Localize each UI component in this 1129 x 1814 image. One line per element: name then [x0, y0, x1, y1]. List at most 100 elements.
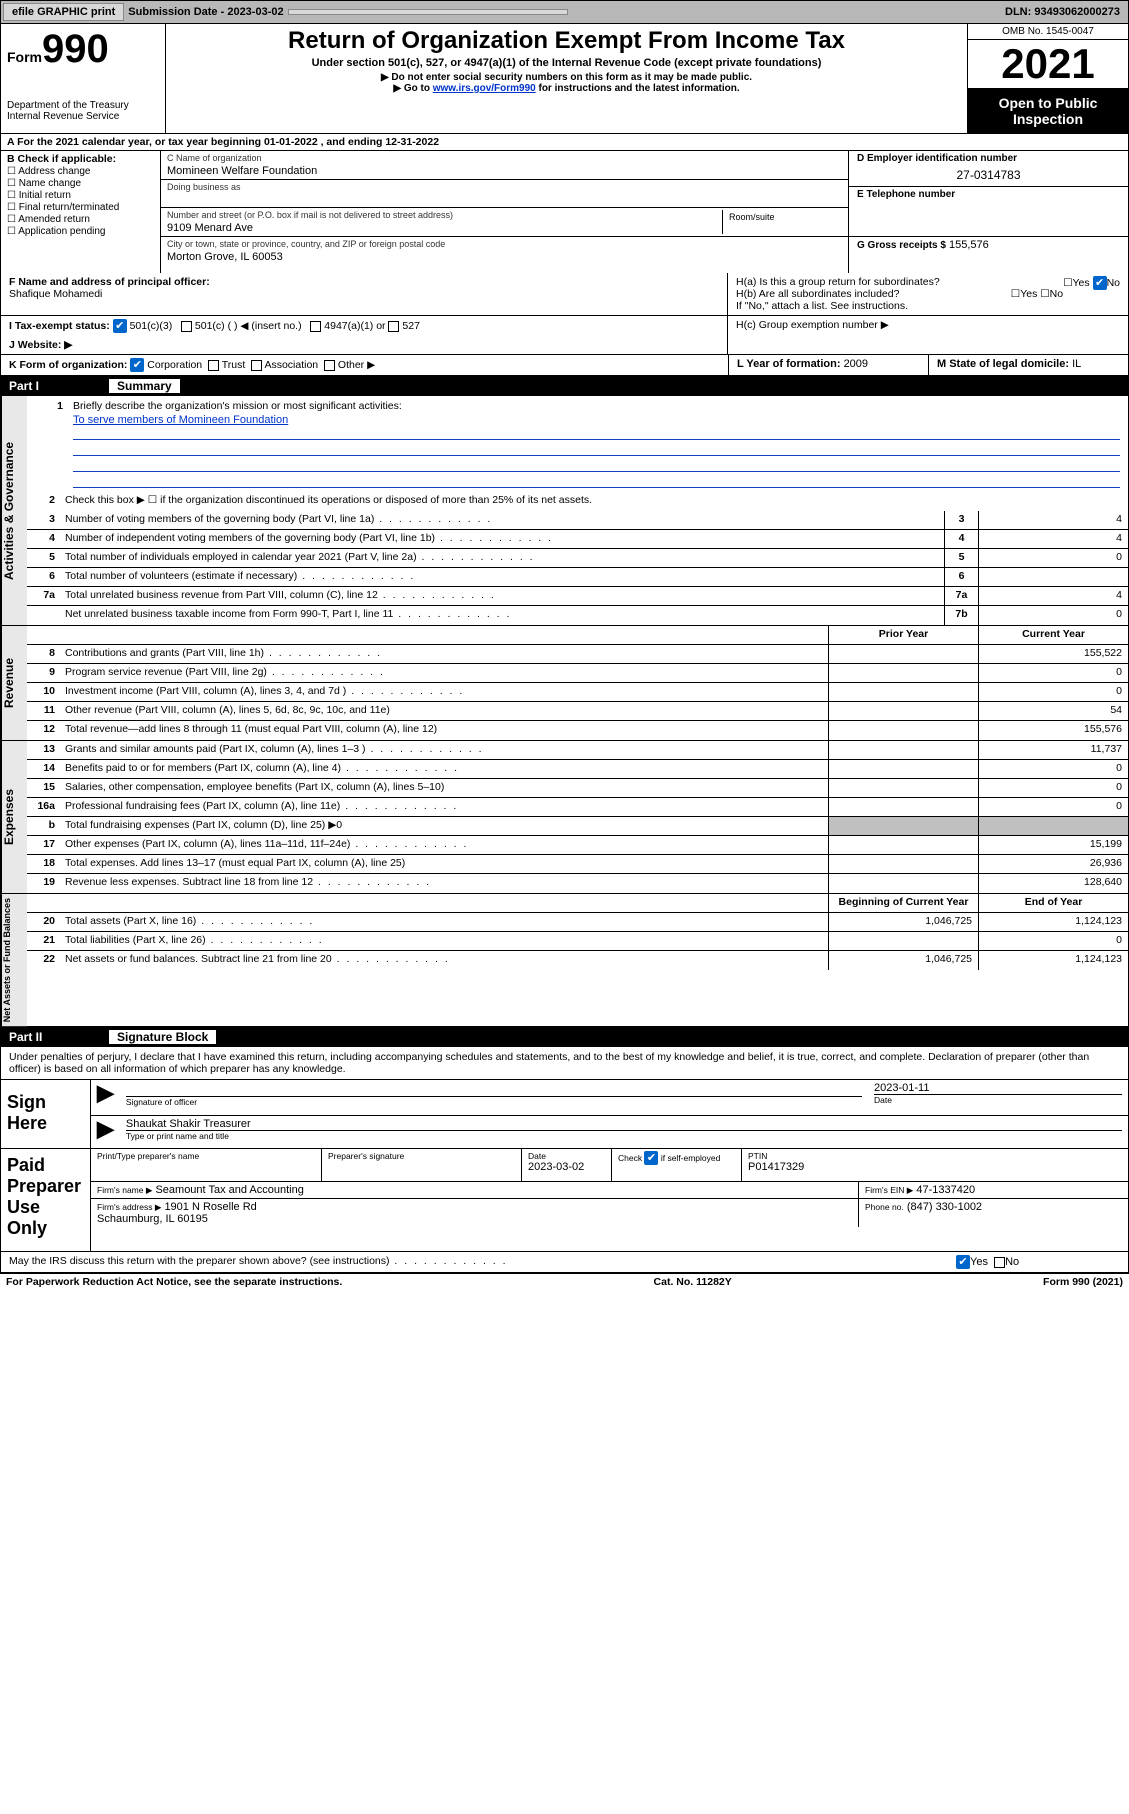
d-label: D Employer identification number	[857, 153, 1120, 164]
r11: Other revenue (Part VIII, column (A), li…	[61, 702, 828, 720]
submission-label: Submission Date - 2023-03-02	[128, 6, 283, 18]
i-label: I Tax-exempt status:	[9, 320, 110, 332]
ptin-lbl: PTIN	[748, 1151, 1122, 1161]
r17: Other expenses (Part IX, column (A), lin…	[61, 836, 828, 854]
footer-mid: Cat. No. 11282Y	[654, 1276, 732, 1288]
r10c: 0	[978, 683, 1128, 701]
g-label: G Gross receipts $	[857, 240, 946, 251]
entity-block: B Check if applicable: ☐ Address change …	[0, 151, 1129, 273]
efile-print-button[interactable]: efile GRAPHIC print	[3, 3, 124, 21]
city-label: City or town, state or province, country…	[167, 239, 640, 249]
omb-number: OMB No. 1545-0047	[968, 24, 1128, 40]
ha: H(a) Is this a group return for subordin…	[736, 276, 1120, 288]
discuss: May the IRS discuss this return with the…	[1, 1252, 948, 1272]
officer-name: Shaukat Shakir Treasurer	[126, 1118, 1122, 1130]
firm-name: Seamount Tax and Accounting	[155, 1184, 303, 1196]
r19: Revenue less expenses. Subtract line 18 …	[61, 874, 828, 893]
vtab-activities: Activities & Governance	[1, 396, 27, 625]
r20e: 1,124,123	[978, 913, 1128, 931]
q7b: Net unrelated business taxable income fr…	[61, 606, 944, 625]
r16ac: 0	[978, 798, 1128, 816]
b-label: B Check if applicable:	[7, 153, 116, 165]
chk-527[interactable]	[388, 321, 399, 332]
arrow-icon: ▶	[91, 1116, 120, 1148]
part-2-header: Part II Signature Block	[0, 1027, 1129, 1047]
chk-initial[interactable]: ☐ Initial return	[7, 190, 154, 201]
addr-label: Number and street (or P.O. box if mail i…	[167, 210, 556, 220]
chk-4947[interactable]	[310, 321, 321, 332]
r13: Grants and similar amounts paid (Part IX…	[61, 741, 828, 759]
r22e: 1,124,123	[978, 951, 1128, 970]
q3v: 4	[978, 511, 1128, 529]
r21: Total liabilities (Part X, line 26)	[61, 932, 828, 950]
k-label: K Form of organization:	[9, 359, 127, 371]
r12: Total revenue—add lines 8 through 11 (mu…	[61, 721, 828, 740]
toolbar: efile GRAPHIC print Submission Date - 20…	[0, 0, 1129, 24]
chk-corp[interactable]: ✔	[130, 358, 144, 372]
q1-label: Briefly describe the organization's miss…	[69, 398, 1120, 414]
r12c: 155,576	[978, 721, 1128, 740]
r21b	[828, 932, 978, 950]
footer-left: For Paperwork Reduction Act Notice, see …	[6, 1276, 342, 1288]
r15c: 0	[978, 779, 1128, 797]
q4v: 4	[978, 530, 1128, 548]
dropdown-blank[interactable]	[288, 9, 568, 15]
hb: H(b) Are all subordinates included? ☐Yes…	[736, 288, 1120, 300]
sig-officer-lbl: Signature of officer	[126, 1096, 862, 1107]
q5v: 0	[978, 549, 1128, 567]
f-label: F Name and address of principal officer:	[9, 276, 719, 288]
r18c: 26,936	[978, 855, 1128, 873]
check-self: Check ✔ if self-employed	[618, 1151, 735, 1165]
principal-officer: Shafique Mohamedi	[9, 288, 719, 300]
chk-pending[interactable]: ☐ Application pending	[7, 226, 154, 237]
q5: Total number of individuals employed in …	[61, 549, 944, 567]
end-hdr: End of Year	[978, 894, 1128, 912]
prep-sig-lbl: Preparer's signature	[328, 1151, 515, 1161]
dept-treasury: Department of the Treasury Internal Reve…	[7, 100, 159, 122]
chk-other[interactable]	[324, 360, 335, 371]
current-year-hdr: Current Year	[978, 626, 1128, 644]
m-state: M State of legal domicile: IL	[928, 355, 1128, 375]
chk-501c3[interactable]: ✔	[113, 319, 127, 333]
chk-namechange[interactable]: ☐ Name change	[7, 178, 154, 189]
chk-assoc[interactable]	[251, 360, 262, 371]
e-label: E Telephone number	[857, 189, 1120, 200]
mission[interactable]: To serve members of Momineen Foundation	[73, 414, 288, 426]
r16b: Total fundraising expenses (Part IX, col…	[61, 817, 828, 835]
arrow-icon: ▶	[91, 1080, 120, 1115]
j-website: J Website: ▶	[9, 339, 719, 351]
firm-ein: 47-1337420	[916, 1184, 975, 1196]
r15: Salaries, other compensation, employee b…	[61, 779, 828, 797]
form-title: Return of Organization Exempt From Incom…	[172, 27, 961, 55]
room-label: Room/suite	[722, 210, 842, 234]
form-number: Form990	[7, 27, 159, 72]
open-inspection: Open to Public Inspection	[968, 89, 1128, 133]
chk-amended[interactable]: ☐ Amended return	[7, 214, 154, 225]
dln: DLN: 93493062000273	[1005, 6, 1126, 18]
chk-501c[interactable]	[181, 321, 192, 332]
footer-right: Form 990 (2021)	[1043, 1276, 1123, 1288]
part-1-header: Part I Summary	[0, 376, 1129, 396]
r13c: 11,737	[978, 741, 1128, 759]
r22b: 1,046,725	[828, 951, 978, 970]
vtab-revenue: Revenue	[1, 626, 27, 740]
chk-trust[interactable]	[208, 360, 219, 371]
paid-preparer: Paid Preparer Use Only	[1, 1149, 91, 1251]
form-subtitle: Under section 501(c), 527, or 4947(a)(1)…	[172, 57, 961, 69]
r9c: 0	[978, 664, 1128, 682]
r8c: 155,522	[978, 645, 1128, 663]
date-lbl: Date	[874, 1094, 1122, 1105]
q2: Check this box ▶ ☐ if the organization d…	[61, 492, 1128, 511]
org-address: 9109 Menard Ave	[167, 220, 722, 234]
chk-final[interactable]: ☐ Final return/terminated	[7, 202, 154, 213]
r9: Program service revenue (Part VIII, line…	[61, 664, 828, 682]
r8: Contributions and grants (Part VIII, lin…	[61, 645, 828, 663]
irs-link[interactable]: www.irs.gov/Form990	[433, 83, 536, 94]
prep-date-lbl: Date	[528, 1151, 605, 1161]
r14c: 0	[978, 760, 1128, 778]
ptin: P01417329	[748, 1161, 1122, 1173]
dba-label: Doing business as	[167, 182, 640, 205]
q3: Number of voting members of the governin…	[61, 511, 944, 529]
l-year: L Year of formation: 2009	[728, 355, 928, 375]
chk-address[interactable]: ☐ Address change	[7, 166, 154, 177]
